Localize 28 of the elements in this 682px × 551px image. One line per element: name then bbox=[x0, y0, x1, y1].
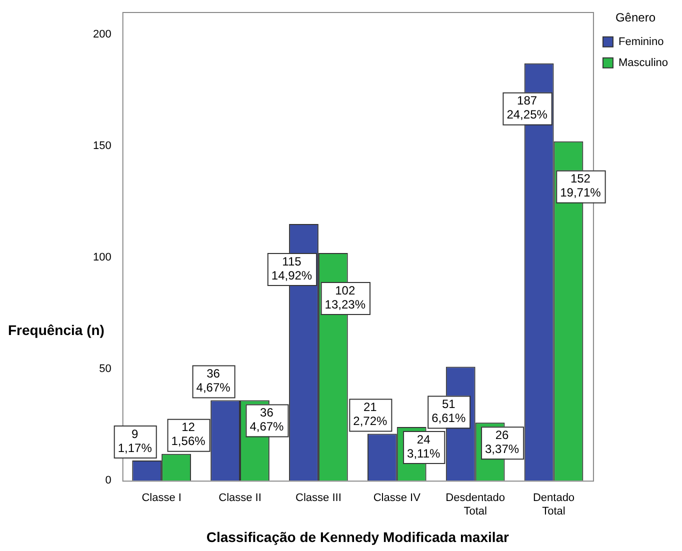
data-label: 26 3,37% bbox=[485, 428, 520, 456]
y-tick-label: 200 bbox=[92, 28, 112, 40]
y-tick-label: 50 bbox=[99, 363, 112, 376]
legend-label: Masculino bbox=[618, 56, 668, 69]
x-tick-label: Classe III bbox=[296, 492, 342, 504]
y-tick-label: 150 bbox=[92, 140, 112, 152]
legend-label: Feminino bbox=[618, 36, 664, 48]
legend-title: Gênero bbox=[615, 10, 656, 24]
x-tick-label: Desdentado Total bbox=[446, 492, 505, 518]
x-tick-label: Classe IV bbox=[373, 492, 422, 504]
data-label: 36 4,67% bbox=[250, 406, 284, 434]
data-label: 36 4,67% bbox=[196, 366, 231, 395]
x-axis-title: Classificação de Kennedy Modificada maxilar bbox=[206, 528, 510, 545]
data-label: 51 6,61% bbox=[432, 397, 466, 426]
x-tick-label: Dentado Total bbox=[532, 492, 575, 518]
data-label: 187 24,25% bbox=[506, 94, 548, 122]
y-tick-label: 100 bbox=[92, 251, 112, 264]
x-tick-label: Classe II bbox=[218, 492, 262, 504]
data-label: 24 3,11% bbox=[407, 432, 440, 460]
data-label: 102 13,23% bbox=[324, 283, 366, 312]
x-tick-label: Classe I bbox=[142, 492, 182, 504]
data-label: 9 1,17% bbox=[118, 426, 152, 455]
y-axis-title: Frequência (n) bbox=[8, 322, 104, 338]
data-label: 115 14,92% bbox=[271, 254, 312, 282]
data-label: 12 1,56% bbox=[171, 420, 206, 448]
data-label: 21 2,72% bbox=[353, 400, 388, 428]
y-tick-label: 0 bbox=[105, 474, 112, 487]
data-label: 152 19,71% bbox=[560, 172, 602, 200]
